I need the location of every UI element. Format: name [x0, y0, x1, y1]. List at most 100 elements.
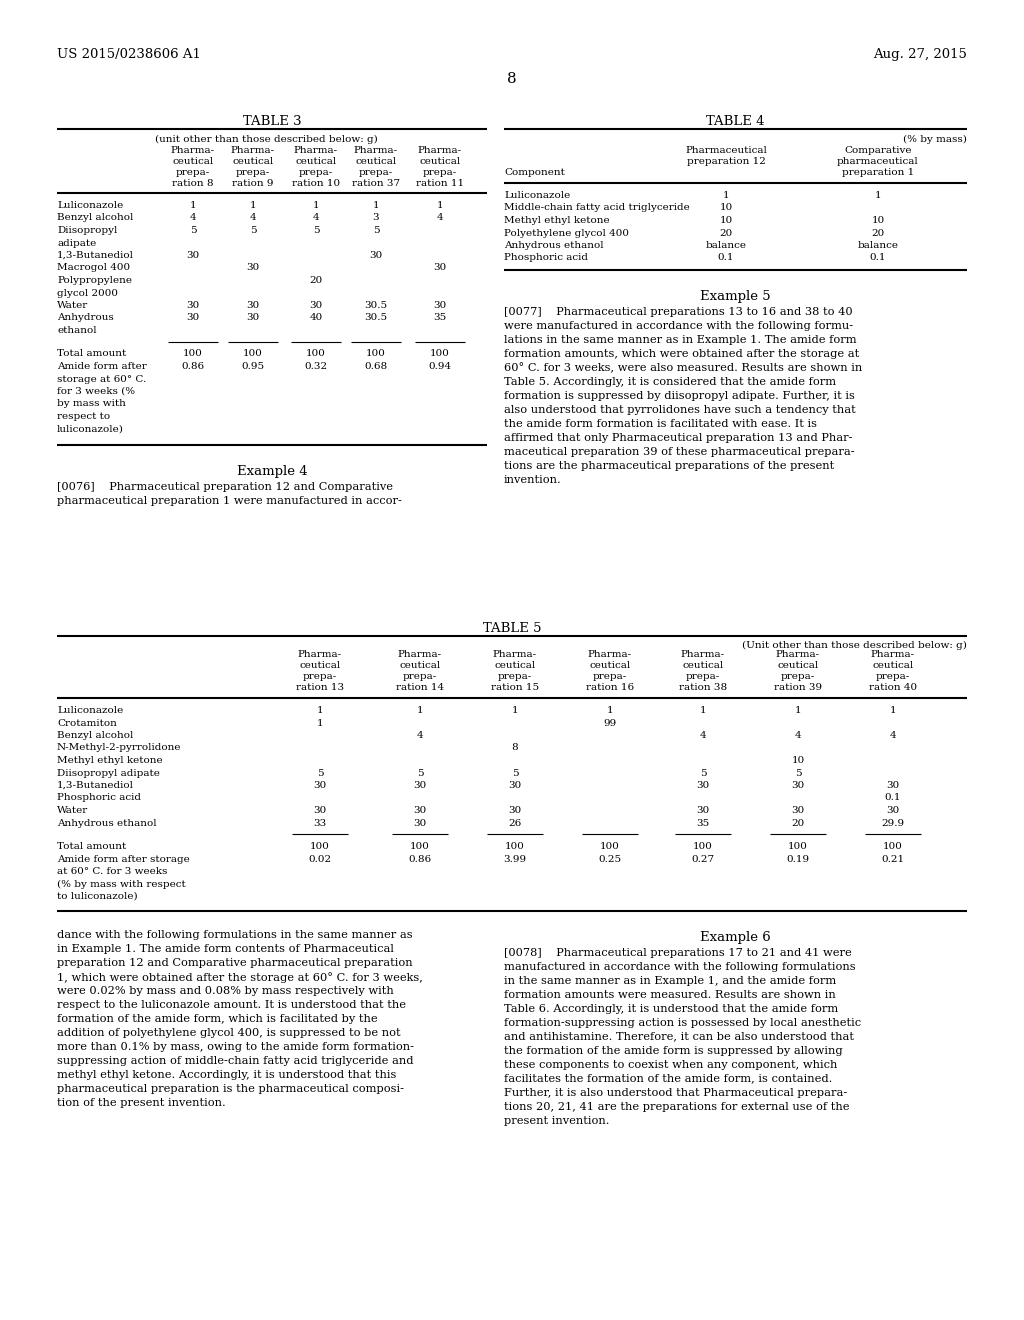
- Text: also understood that pyrrolidones have such a tendency that: also understood that pyrrolidones have s…: [504, 405, 856, 414]
- Text: ceutical: ceutical: [172, 157, 214, 166]
- Text: 35: 35: [696, 818, 710, 828]
- Text: Water: Water: [57, 301, 88, 310]
- Text: ceutical: ceutical: [299, 661, 341, 671]
- Text: 0.1: 0.1: [869, 253, 886, 263]
- Text: adipate: adipate: [57, 239, 96, 248]
- Text: pharmaceutical preparation 1 were manufactured in accor-: pharmaceutical preparation 1 were manufa…: [57, 496, 401, 506]
- Text: Macrogol 400: Macrogol 400: [57, 264, 130, 272]
- Text: ration 16: ration 16: [586, 682, 634, 692]
- Text: 20: 20: [309, 276, 323, 285]
- Text: 1,3-Butanediol: 1,3-Butanediol: [57, 781, 134, 789]
- Text: Pharma-: Pharma-: [171, 147, 215, 154]
- Text: 100: 100: [505, 842, 525, 851]
- Text: Pharma-: Pharma-: [418, 147, 462, 154]
- Text: Phosphoric acid: Phosphoric acid: [504, 253, 588, 263]
- Text: 30: 30: [696, 781, 710, 789]
- Text: to luliconazole): to luliconazole): [57, 892, 137, 902]
- Text: 20: 20: [792, 818, 805, 828]
- Text: 0.25: 0.25: [598, 854, 622, 863]
- Text: Luliconazole: Luliconazole: [57, 706, 123, 715]
- Text: 100: 100: [183, 350, 203, 359]
- Text: 5: 5: [316, 768, 324, 777]
- Text: 0.1: 0.1: [885, 793, 901, 803]
- Text: 1: 1: [189, 201, 197, 210]
- Text: 20: 20: [871, 228, 885, 238]
- Text: 10: 10: [871, 216, 885, 224]
- Text: ceutical: ceutical: [295, 157, 337, 166]
- Text: formation-suppressing action is possessed by local anesthetic: formation-suppressing action is possesse…: [504, 1018, 861, 1027]
- Text: 35: 35: [433, 314, 446, 322]
- Text: Comparative: Comparative: [844, 147, 911, 154]
- Text: Example 6: Example 6: [699, 931, 770, 944]
- Text: ration 13: ration 13: [296, 682, 344, 692]
- Text: 30: 30: [414, 807, 427, 814]
- Text: Total amount: Total amount: [57, 842, 126, 851]
- Text: 100: 100: [600, 842, 620, 851]
- Text: Diisopropyl adipate: Diisopropyl adipate: [57, 768, 160, 777]
- Text: respect to: respect to: [57, 412, 111, 421]
- Text: (% by mass): (% by mass): [903, 135, 967, 144]
- Text: ceutical: ceutical: [399, 661, 440, 671]
- Text: Total amount: Total amount: [57, 350, 126, 359]
- Text: 1: 1: [316, 718, 324, 727]
- Text: 5: 5: [250, 226, 256, 235]
- Text: Amide form after: Amide form after: [57, 362, 146, 371]
- Text: balance: balance: [706, 242, 746, 249]
- Text: 100: 100: [366, 350, 386, 359]
- Text: affirmed that only Pharmaceutical preparation 13 and Phar-: affirmed that only Pharmaceutical prepar…: [504, 433, 853, 444]
- Text: ceutical: ceutical: [777, 661, 818, 671]
- Text: 1: 1: [436, 201, 443, 210]
- Text: 10: 10: [720, 203, 732, 213]
- Text: 30: 30: [887, 807, 900, 814]
- Text: Benzyl alcohol: Benzyl alcohol: [57, 731, 133, 741]
- Text: ceutical: ceutical: [590, 661, 631, 671]
- Text: storage at 60° C.: storage at 60° C.: [57, 375, 146, 384]
- Text: 30.5: 30.5: [365, 301, 387, 310]
- Text: ceutical: ceutical: [420, 157, 461, 166]
- Text: prepa-: prepa-: [686, 672, 720, 681]
- Text: 4: 4: [250, 214, 256, 223]
- Text: 1: 1: [699, 706, 707, 715]
- Text: Pharma-: Pharma-: [681, 649, 725, 659]
- Text: 1: 1: [890, 706, 896, 715]
- Text: the amide form formation is facilitated with ease. It is: the amide form formation is facilitated …: [504, 418, 817, 429]
- Text: 0.27: 0.27: [691, 854, 715, 863]
- Text: Water: Water: [57, 807, 88, 814]
- Text: 30: 30: [313, 807, 327, 814]
- Text: for 3 weeks (%: for 3 weeks (%: [57, 387, 135, 396]
- Text: 3.99: 3.99: [504, 854, 526, 863]
- Text: Pharma-: Pharma-: [298, 649, 342, 659]
- Text: 1: 1: [512, 706, 518, 715]
- Text: (% by mass with respect: (% by mass with respect: [57, 879, 185, 888]
- Text: Middle-chain fatty acid triglyceride: Middle-chain fatty acid triglyceride: [504, 203, 690, 213]
- Text: 10: 10: [720, 216, 732, 224]
- Text: ceutical: ceutical: [232, 157, 273, 166]
- Text: 4: 4: [890, 731, 896, 741]
- Text: Luliconazole: Luliconazole: [57, 201, 123, 210]
- Text: 4: 4: [417, 731, 423, 741]
- Text: preparation 12: preparation 12: [686, 157, 765, 166]
- Text: Pharma-: Pharma-: [493, 649, 537, 659]
- Text: N-Methyl-2-pyrrolidone: N-Methyl-2-pyrrolidone: [57, 743, 181, 752]
- Text: 1: 1: [723, 191, 729, 201]
- Text: 5: 5: [417, 768, 423, 777]
- Text: [0076]    Pharmaceutical preparation 12 and Comparative: [0076] Pharmaceutical preparation 12 and…: [57, 482, 393, 492]
- Text: 1: 1: [874, 191, 882, 201]
- Text: 5: 5: [699, 768, 707, 777]
- Text: Phosphoric acid: Phosphoric acid: [57, 793, 141, 803]
- Text: in Example 1. The amide form contents of Pharmaceutical: in Example 1. The amide form contents of…: [57, 945, 394, 954]
- Text: 100: 100: [788, 842, 808, 851]
- Text: ceutical: ceutical: [682, 661, 724, 671]
- Text: 4: 4: [312, 214, 319, 223]
- Text: prepa-: prepa-: [402, 672, 437, 681]
- Text: 30: 30: [309, 301, 323, 310]
- Text: ration 11: ration 11: [416, 180, 464, 187]
- Text: 30.5: 30.5: [365, 314, 387, 322]
- Text: 60° C. for 3 weeks, were also measured. Results are shown in: 60° C. for 3 weeks, were also measured. …: [504, 363, 862, 374]
- Text: 30: 30: [433, 264, 446, 272]
- Text: prepa-: prepa-: [299, 168, 333, 177]
- Text: prepa-: prepa-: [236, 168, 270, 177]
- Text: 33: 33: [313, 818, 327, 828]
- Text: 30: 30: [696, 807, 710, 814]
- Text: Pharma-: Pharma-: [398, 649, 442, 659]
